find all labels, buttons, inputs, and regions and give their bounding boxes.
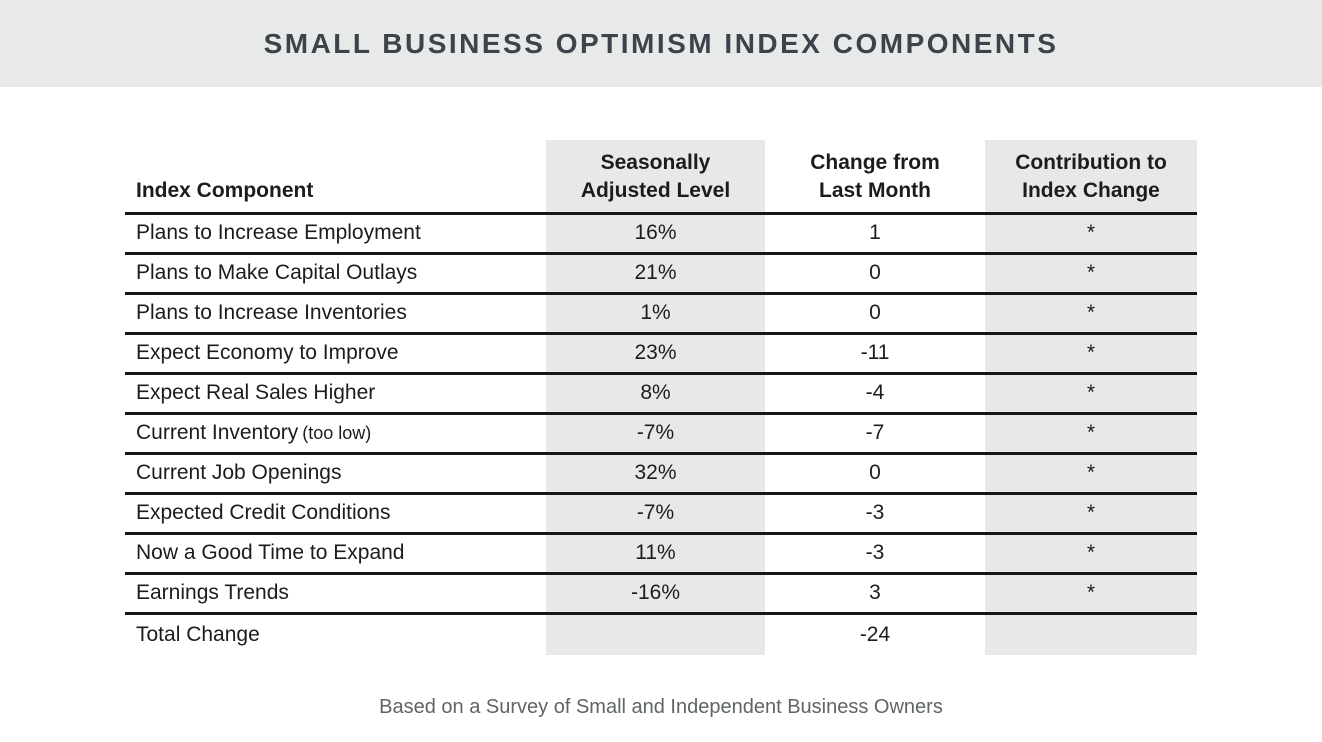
- header-line: Contribution to: [1015, 151, 1167, 174]
- level-cell: [546, 613, 765, 655]
- component-label: Expect Economy to Improve: [136, 341, 399, 365]
- level-cell: -7%: [546, 493, 765, 535]
- table-row: Now a Good Time to Expand 11% -3 *: [125, 533, 1197, 575]
- component-cell: Now a Good Time to Expand: [125, 533, 546, 575]
- component-label: Current Job Openings: [136, 461, 342, 485]
- change-cell: 0: [765, 253, 985, 295]
- change-cell: 1: [765, 213, 985, 255]
- level-cell: 8%: [546, 373, 765, 415]
- change-cell: 3: [765, 573, 985, 615]
- table-row: Current Job Openings 32% 0 *: [125, 453, 1197, 495]
- level-cell: 23%: [546, 333, 765, 375]
- component-cell: Expect Economy to Improve: [125, 333, 546, 375]
- contribution-cell: *: [985, 413, 1197, 455]
- change-cell: -3: [765, 493, 985, 535]
- table-row: Plans to Increase Employment 16% 1 *: [125, 213, 1197, 255]
- contribution-cell: *: [985, 333, 1197, 375]
- table-row: Current Inventory (too low) -7% -7 *: [125, 413, 1197, 455]
- contribution-cell: *: [985, 253, 1197, 295]
- table-row: Expect Real Sales Higher 8% -4 *: [125, 373, 1197, 415]
- level-cell: 1%: [546, 293, 765, 335]
- level-cell: 21%: [546, 253, 765, 295]
- change-cell: -3: [765, 533, 985, 575]
- header-row: Index Component Seasonally Adjusted Leve…: [125, 140, 1197, 215]
- change-cell: -11: [765, 333, 985, 375]
- table-row: Expected Credit Conditions -7% -3 *: [125, 493, 1197, 535]
- level-cell: -7%: [546, 413, 765, 455]
- component-cell: Plans to Increase Inventories: [125, 293, 546, 335]
- table-row: Plans to Make Capital Outlays 21% 0 *: [125, 253, 1197, 295]
- change-cell: -24: [859, 622, 891, 646]
- header-line: Index Component: [136, 178, 314, 202]
- table-row: Earnings Trends -16% 3 *: [125, 573, 1197, 615]
- page-title: SMALL BUSINESS OPTIMISM INDEX COMPONENTS: [263, 27, 1059, 59]
- contribution-cell: *: [985, 493, 1197, 535]
- contribution-cell: *: [985, 573, 1197, 615]
- contribution-cell: *: [985, 453, 1197, 495]
- contribution-cell: *: [985, 293, 1197, 335]
- column-header-seasonally-adjusted-level: Seasonally Adjusted Level: [546, 140, 765, 215]
- change-cell: -4: [765, 373, 985, 415]
- contribution-cell: *: [985, 533, 1197, 575]
- total-row: Total Change -24: [125, 613, 1197, 655]
- header-line: Last Month: [819, 178, 931, 202]
- level-cell: -16%: [546, 573, 765, 615]
- header-line: Index Change: [1022, 178, 1160, 202]
- component-label: Plans to Increase Inventories: [136, 301, 407, 325]
- component-note: (too low): [302, 423, 372, 444]
- change-cell: 0: [765, 453, 985, 495]
- component-cell: Earnings Trends: [125, 573, 546, 615]
- component-cell: Expected Credit Conditions: [125, 493, 546, 535]
- component-cell: Current Inventory (too low): [125, 413, 546, 455]
- level-cell: 11%: [546, 533, 765, 575]
- header-line: Change from: [810, 151, 940, 174]
- contribution-cell: [985, 613, 1197, 655]
- component-label: Expected Credit Conditions: [136, 501, 391, 525]
- component-label: Now a Good Time to Expand: [136, 541, 405, 565]
- component-label: Expect Real Sales Higher: [136, 381, 376, 405]
- column-header-index-component: Index Component: [125, 140, 546, 215]
- component-label: Plans to Make Capital Outlays: [136, 261, 418, 285]
- change-cell: -7: [765, 413, 985, 455]
- contribution-cell: *: [985, 213, 1197, 255]
- component-cell: Current Job Openings: [125, 453, 546, 495]
- change-cell: 0: [765, 293, 985, 335]
- table-header: Index Component Seasonally Adjusted Leve…: [125, 140, 1197, 215]
- optimism-index-table: Index Component Seasonally Adjusted Leve…: [125, 140, 1197, 655]
- contribution-cell: *: [985, 373, 1197, 415]
- source-note: Based on a Survey of Small and Independe…: [379, 695, 943, 718]
- header-line: Seasonally: [600, 151, 711, 174]
- table-row: Expect Economy to Improve 23% -11 *: [125, 333, 1197, 375]
- component-label: Plans to Increase Employment: [136, 221, 421, 245]
- component-cell: Plans to Make Capital Outlays: [125, 253, 546, 295]
- component-cell: Plans to Increase Employment: [125, 213, 546, 255]
- title-band: SMALL BUSINESS OPTIMISM INDEX COMPONENTS: [0, 0, 1322, 87]
- component-cell: Total Change: [136, 622, 260, 646]
- header-line: Adjusted Level: [580, 178, 731, 202]
- column-header-contribution-to-index-change: Contribution to Index Change: [985, 140, 1197, 215]
- level-cell: 16%: [546, 213, 765, 255]
- component-cell: Expect Real Sales Higher: [125, 373, 546, 415]
- component-label: Current Inventory: [136, 421, 299, 445]
- component-label: Earnings Trends: [136, 581, 289, 605]
- table-row: Plans to Increase Inventories 1% 0 *: [125, 293, 1197, 335]
- table-body: Plans to Increase Employment 16% 1 * Pla…: [125, 213, 1197, 655]
- column-header-change-from-last-month: Change from Last Month: [765, 140, 985, 215]
- level-cell: 32%: [546, 453, 765, 495]
